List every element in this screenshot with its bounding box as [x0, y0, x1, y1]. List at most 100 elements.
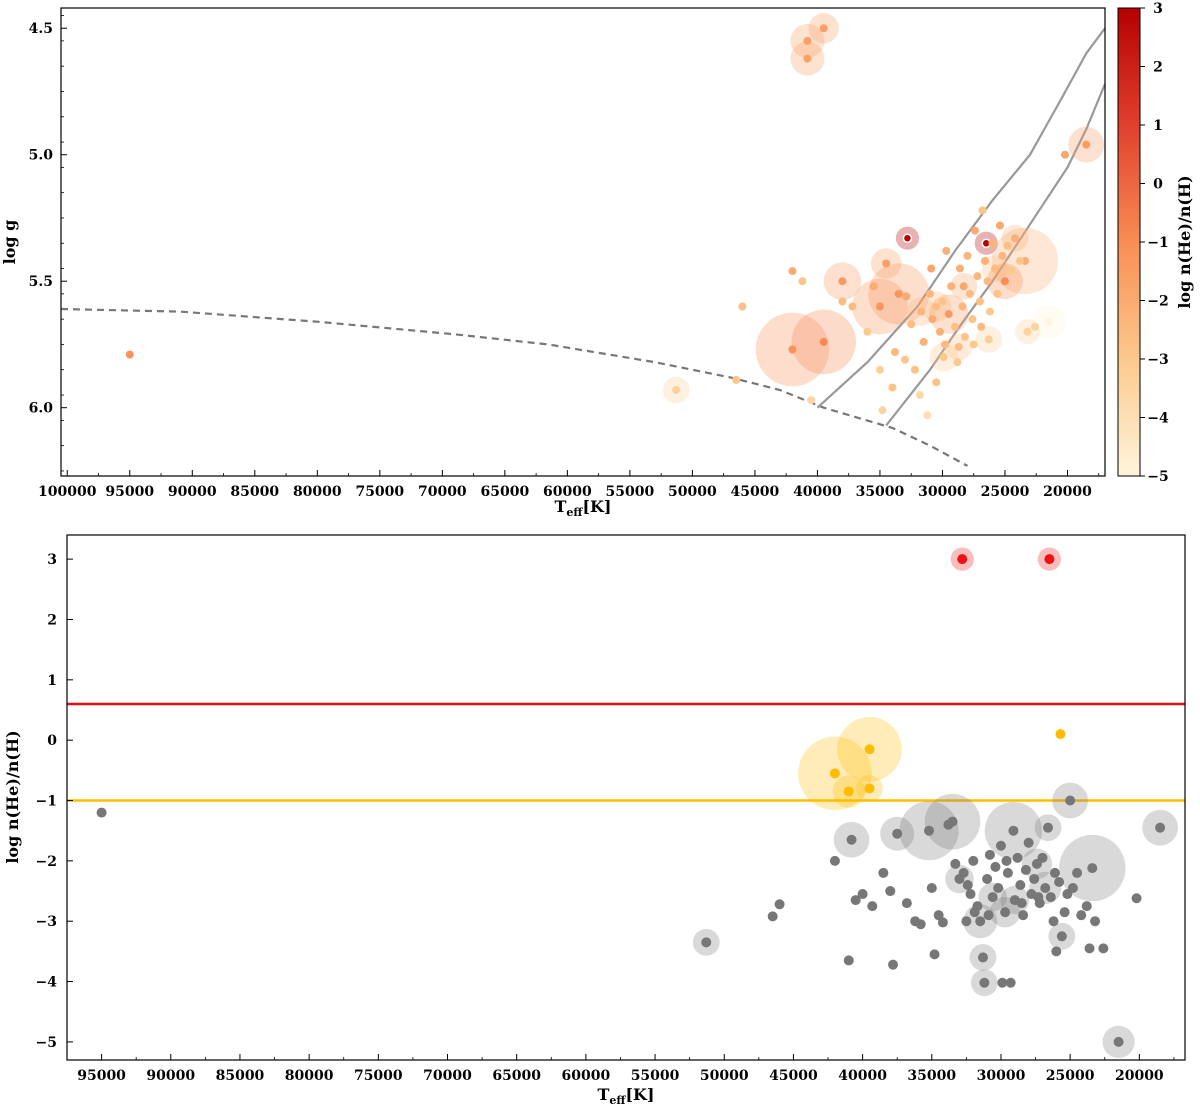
bottom-star-point [1072, 867, 1083, 878]
bottom-x-tick-label: 95000 [77, 1068, 126, 1084]
top-star-point [954, 342, 963, 351]
top-y-tick-label: 5.0 [29, 148, 54, 164]
bottom-points [96, 554, 1166, 1047]
bottom-star-point [846, 834, 857, 845]
bottom-x-tick-label: 35000 [907, 1068, 956, 1084]
top-star-point [969, 340, 978, 349]
top-x-tick-label: 50000 [668, 484, 717, 500]
bottom-star-point [96, 807, 107, 818]
bottom-star-point [1029, 873, 1040, 884]
bottom-star-point [843, 955, 854, 966]
bottom-star-point [965, 889, 976, 900]
top-star-point [953, 358, 962, 367]
bottom-star-point [1059, 907, 1070, 918]
bottom-star-point [767, 911, 778, 922]
bottom-star-point [850, 895, 861, 906]
top-star-point [925, 289, 934, 298]
bottom-star-point [1087, 863, 1098, 874]
top-star-point [788, 345, 797, 354]
top-star-point [983, 277, 992, 286]
top-panel: 100000 95000 90000 85000 80000 75000 70000 6500… [0, 7, 1107, 519]
bottom-star-point [1049, 867, 1060, 878]
colorbar-tick-label: 1 [1153, 118, 1163, 134]
top-star-point [942, 246, 951, 255]
top-star-point [838, 277, 847, 286]
bottom-star-point [1044, 554, 1055, 565]
top-star-point [910, 365, 919, 374]
top-star-point [894, 289, 903, 298]
top-star-point [958, 302, 967, 311]
top-y-axis-label: log g [0, 220, 19, 265]
bottom-y-tick-label: −2 [36, 854, 57, 870]
bottom-star-point [987, 892, 998, 903]
bottom-panel: 95000 90000 85000 80000 75000 70000 65000 60000… [3, 534, 1186, 1107]
top-star-point [973, 272, 982, 281]
bottom-star-point [1067, 883, 1078, 894]
top-star-point [960, 332, 969, 341]
zahb-dashed-line [60, 307, 969, 467]
bottom-x-tick-label: 75000 [354, 1068, 403, 1084]
bottom-star-point [982, 873, 993, 884]
top-star-point [932, 378, 941, 387]
top-x-tick-label: 80000 [293, 484, 342, 500]
top-x-tick-label: 95000 [105, 484, 154, 500]
bottom-x-tick-label: 50000 [700, 1068, 749, 1084]
bottom-x-tick-label: 30000 [977, 1068, 1026, 1084]
top-star-point [927, 264, 936, 273]
bottom-star-point [961, 916, 972, 927]
top-star-point [965, 289, 974, 298]
bottom-plot-area [67, 535, 1185, 1060]
top-star-point [1015, 256, 1024, 265]
bottom-y-axis-label: log n(He)/n(H) [3, 730, 22, 863]
bottom-star-point [1016, 898, 1027, 909]
top-star-point [848, 302, 857, 311]
bottom-star-point [924, 825, 935, 836]
top-star-point [915, 391, 924, 400]
bottom-star-point [947, 816, 958, 827]
bottom-star-point [933, 910, 944, 921]
bottom-star-point [1065, 795, 1076, 806]
top-star-point [1030, 322, 1039, 331]
evolution-track-line [816, 27, 1106, 409]
bottom-x-tick-label: 90000 [146, 1068, 195, 1084]
top-star-point [819, 24, 828, 33]
bottom-star-point [867, 901, 878, 912]
top-star-point [1010, 234, 1019, 243]
colorbar-tick-label: −1 [1147, 235, 1168, 251]
bottom-star-point [995, 840, 1006, 851]
bottom-y-tick-label: 1 [47, 673, 57, 689]
top-star-point [923, 411, 932, 420]
bottom-star-point [901, 898, 912, 909]
bottom-star-point [1076, 910, 1087, 921]
bottom-star-point [864, 783, 875, 794]
top-x-tick-label: 100000 [38, 484, 97, 500]
bottom-star-point [983, 910, 994, 921]
top-y-tick-label: 4.5 [29, 21, 53, 37]
colorbar-tick-label: 3 [1153, 1, 1163, 17]
colorbar: 3 2 1 0 −1 −2 −3 −4 −5 log n(He)/n(H) [1117, 1, 1194, 485]
top-star-point [919, 337, 928, 346]
bottom-x-tick-label: 85000 [216, 1068, 265, 1084]
top-star-point [947, 282, 956, 291]
top-x-tick-label: 90000 [168, 484, 217, 500]
bottom-star-point [1008, 825, 1019, 836]
bottom-star-point [1113, 1036, 1124, 1047]
top-star-point [803, 36, 812, 45]
top-curves [60, 27, 1107, 467]
top-star-point [907, 320, 916, 329]
top-star-point [977, 322, 986, 331]
top-star-point [984, 335, 993, 344]
top-star-point [1082, 140, 1091, 149]
bottom-star-point [926, 883, 937, 894]
bottom-star-point [984, 849, 995, 860]
top-star-point [985, 307, 994, 316]
top-star-point [959, 282, 968, 291]
bottom-star-point [1081, 901, 1092, 912]
top-star-point [939, 353, 948, 362]
top-star-point [917, 307, 926, 316]
top-star-point [993, 289, 1002, 298]
colorbar-tick-label: −5 [1147, 469, 1168, 485]
bottom-axes-frame [66, 534, 1186, 1061]
bottom-star-point [962, 880, 973, 890]
top-star-point [888, 383, 897, 392]
